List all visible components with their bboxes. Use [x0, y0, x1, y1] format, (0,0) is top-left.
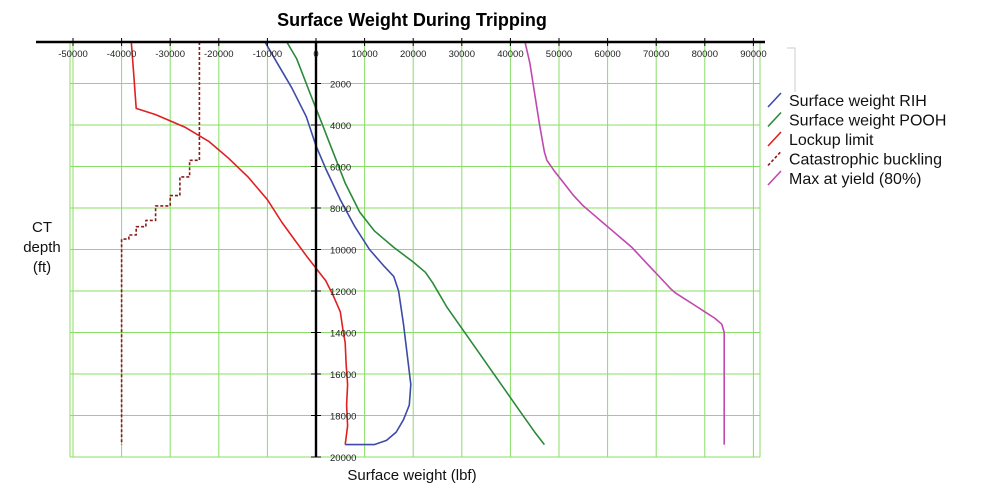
- x-tick-label: 40000: [497, 49, 523, 60]
- horizontal-gridlines: [70, 83, 760, 458]
- x-tick-labels: -50000 -40000 -30000 -20000 -10000 0 10000 2000…: [58, 38, 767, 60]
- series-line-3: [130, 41, 349, 445]
- x-tick-label: 20000: [400, 49, 426, 60]
- x-tick-label: -10000: [253, 49, 283, 60]
- y-tick-label: 18000: [330, 412, 356, 423]
- y-axis-label-line-1: CT: [32, 219, 52, 236]
- legend-top-bracket: [787, 47, 796, 92]
- chart-title: Surface Weight During Tripping: [277, 10, 547, 30]
- y-axis-label-line-3: (ft): [33, 259, 51, 276]
- series-line-2: [286, 41, 546, 446]
- x-tick-label: 60000: [594, 49, 620, 60]
- y-tick-label: 8000: [330, 204, 351, 215]
- y-tick-label: 10000: [330, 246, 356, 257]
- y-tick-label: 12000: [330, 287, 356, 298]
- y-tick-label: 20000: [330, 453, 356, 464]
- y-tick-label: 6000: [330, 163, 351, 174]
- x-tick-label: 80000: [692, 49, 718, 60]
- series-line-4: [120, 42, 201, 445]
- x-tick-label: 90000: [740, 49, 766, 60]
- y-axis-label-line-2: depth: [23, 239, 61, 256]
- legend-swatch-5: [767, 170, 782, 186]
- legend-swatch-3: [767, 131, 782, 147]
- legend-label-3: Lockup limit: [789, 132, 874, 149]
- legend-label-1: Surface weight RIH: [789, 93, 927, 110]
- series-line-5: [524, 41, 726, 445]
- y-tick-label: 16000: [330, 370, 356, 381]
- series-line-1: [264, 41, 412, 446]
- x-tick-label: 30000: [449, 49, 475, 60]
- x-axis-label: Surface weight (lbf): [347, 467, 476, 484]
- y-tick-labels: 2000 4000 6000 8000 10000 12000 14000 16000 1800…: [311, 80, 356, 464]
- x-tick-label: 10000: [351, 49, 377, 60]
- legend-swatch-4: [767, 150, 782, 167]
- legend: Surface weight RIH Surface weight POOH Loc…: [767, 47, 946, 188]
- x-tick-label: 50000: [546, 49, 572, 60]
- y-tick-label: 2000: [330, 80, 351, 91]
- legend-label-2: Surface weight POOH: [789, 113, 946, 130]
- y-tick-label: 14000: [330, 329, 356, 340]
- legend-swatch-2: [767, 111, 782, 128]
- series-lines: [120, 41, 726, 446]
- x-tick-label: -40000: [107, 49, 137, 60]
- legend-label-5: Max at yield (80%): [789, 171, 922, 188]
- x-tick-label: -20000: [204, 49, 234, 60]
- legend-items: Surface weight RIH Surface weight POOH Loc…: [767, 92, 946, 188]
- legend-swatch-1: [767, 92, 782, 108]
- y-tick-label: 4000: [330, 121, 351, 132]
- legend-label-4: Catastrophic buckling: [789, 152, 942, 169]
- x-tick-label: 70000: [643, 49, 669, 60]
- x-tick-label: -50000: [58, 49, 88, 60]
- x-tick-label: -30000: [155, 49, 185, 60]
- x-tick-label: 0: [313, 49, 318, 60]
